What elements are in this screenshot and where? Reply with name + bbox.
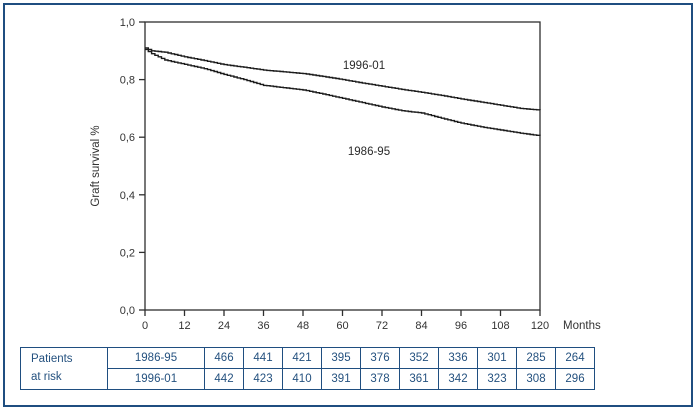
patients-at-risk-value: 466 [204,347,244,369]
cohort-label: 1996-01 [107,368,205,390]
y-tick-label: 0,6 [120,132,135,144]
row-label-patients-at-risk: Patients at risk [20,347,108,390]
cohort-label: 1986-95 [107,347,205,369]
x-tick-label: 72 [376,320,388,332]
patients-at-risk-value: 395 [321,347,361,369]
patients-at-risk-table: Patients at risk 1986-95 466 441 421 395 376… [20,347,595,390]
patients-at-risk-value: 423 [243,368,283,390]
curve-label: 1986-95 [348,146,390,158]
figure-frame [3,3,693,407]
patients-at-risk-value: 264 [555,347,595,369]
x-tick-label: 12 [178,320,190,332]
patients-at-risk-value: 421 [282,347,322,369]
patients-at-risk-value: 378 [360,368,400,390]
patients-at-risk-value: 410 [282,368,322,390]
patients-at-risk-value: 352 [399,347,439,369]
row-label-line1: Patients [31,352,73,365]
y-tick-label: 1,0 [120,17,135,29]
x-tick-label: 120 [531,320,549,332]
survival-curve-1986-95 [145,48,541,136]
x-tick-label: 48 [297,320,309,332]
y-tick-label: 0,4 [120,190,135,202]
patients-at-risk-value: 323 [477,368,517,390]
row-label-line2: at risk [31,370,62,383]
x-tick-label: 24 [218,320,230,332]
x-tick-label: 0 [142,320,148,332]
x-tick-label: 60 [336,320,348,332]
table-row: Patients at risk 1986-95 466 441 421 395 376… [20,347,595,390]
patients-at-risk-value: 391 [321,368,361,390]
survival-chart: 1,0 0,8 0,6 0,4 0,2 0,0 0 12 24 36 48 60 72 84 96 108 12… [90,17,601,332]
patients-at-risk-value: 342 [438,368,478,390]
patients-at-risk-value: 285 [516,347,556,369]
patients-at-risk-value: 361 [399,368,439,390]
y-axis-title: Graft survival % [90,125,102,206]
patients-at-risk-value: 296 [555,368,595,390]
x-tick-label: 36 [257,320,269,332]
y-tick-label: 0,2 [120,247,135,259]
y-tick-label: 0,0 [120,305,135,317]
x-tick-label: 84 [415,320,427,332]
patients-at-risk-value: 308 [516,368,556,390]
table-row: 1996-01 442 423 410 391 378 361 342 323 308 296 [21,368,595,390]
patients-at-risk-value: 442 [204,368,244,390]
patients-at-risk-value: 376 [360,347,400,369]
patients-at-risk-value: 336 [438,347,478,369]
x-axis-title: Months [563,320,601,332]
patients-at-risk-value: 441 [243,347,283,369]
y-tick-label: 0,8 [120,75,135,87]
x-tick-label: 108 [491,320,509,332]
patients-at-risk-value: 301 [477,347,517,369]
survival-curve-1996-01 [145,47,541,111]
curve-label: 1996-01 [343,60,385,72]
x-tick-label: 96 [455,320,467,332]
